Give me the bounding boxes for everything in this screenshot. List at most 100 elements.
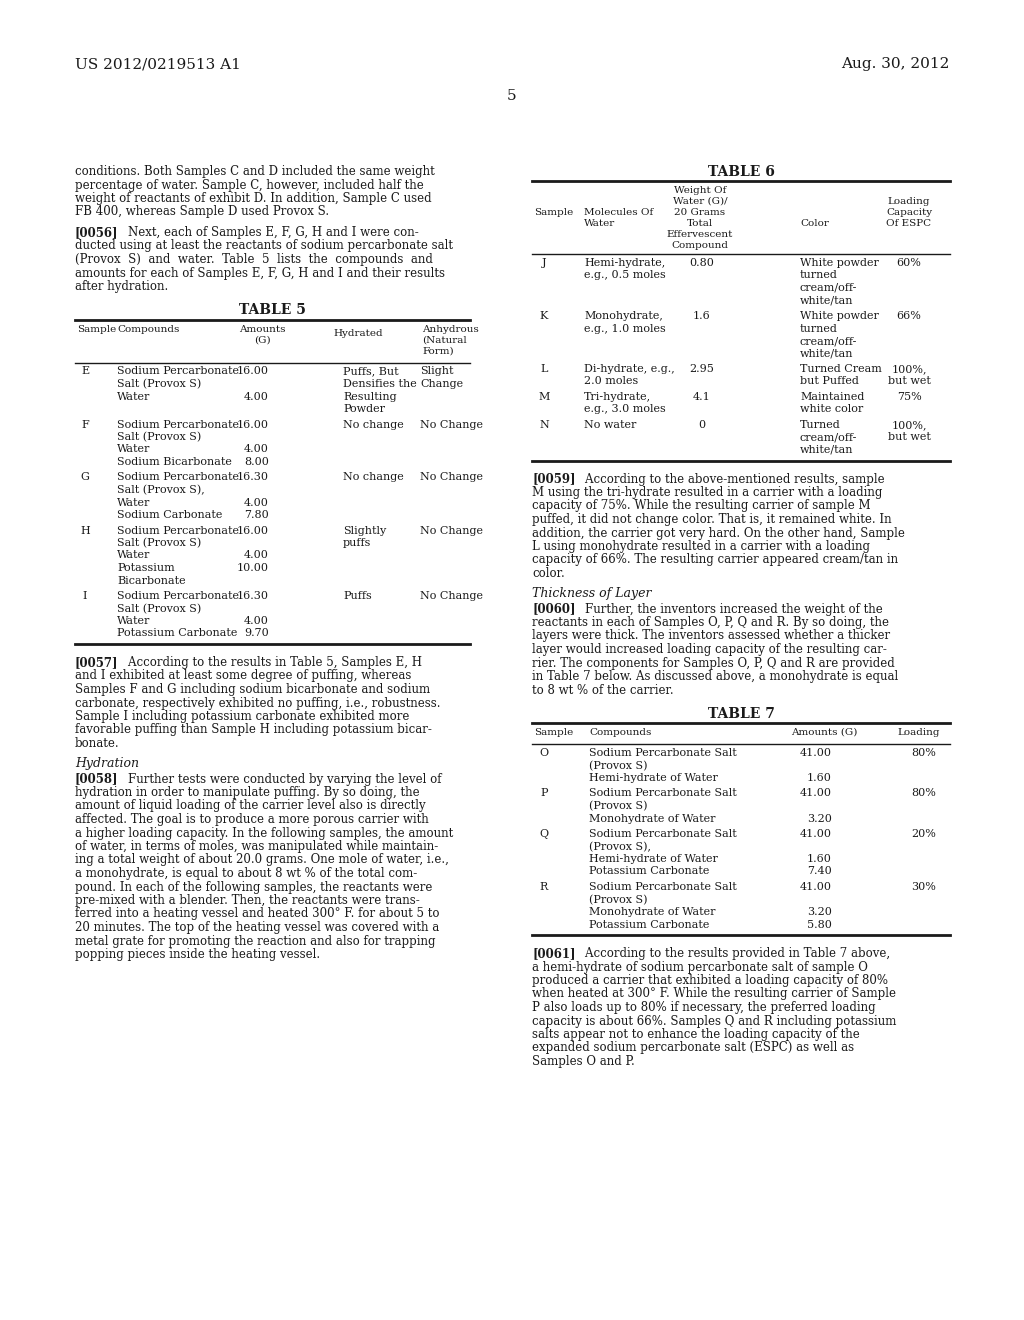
Text: amount of liquid loading of the carrier level also is directly: amount of liquid loading of the carrier … <box>75 800 426 813</box>
Text: Aug. 30, 2012: Aug. 30, 2012 <box>841 57 949 71</box>
Text: 20%: 20% <box>911 829 936 840</box>
Text: N: N <box>539 420 549 430</box>
Text: Hemi-hydrate of Water: Hemi-hydrate of Water <box>589 774 718 783</box>
Text: 30%: 30% <box>911 882 936 892</box>
Text: 60%: 60% <box>897 257 922 268</box>
Text: [0060]: [0060] <box>532 602 575 615</box>
Text: 80%: 80% <box>911 788 936 799</box>
Text: Slightly: Slightly <box>343 525 386 536</box>
Text: No Change: No Change <box>420 525 483 536</box>
Text: FB 400, whereas Sample D used Provox S.: FB 400, whereas Sample D used Provox S. <box>75 206 329 219</box>
Text: Further tests were conducted by varying the level of: Further tests were conducted by varying … <box>113 772 441 785</box>
Text: No change: No change <box>343 473 403 483</box>
Text: According to the results provided in Table 7 above,: According to the results provided in Tab… <box>570 946 890 960</box>
Text: 4.00: 4.00 <box>244 445 269 454</box>
Text: No change: No change <box>343 420 403 429</box>
Text: Monohydrate of Water: Monohydrate of Water <box>589 907 716 917</box>
Text: of water, in terms of moles, was manipulated while maintain-: of water, in terms of moles, was manipul… <box>75 840 438 853</box>
Text: 5.80: 5.80 <box>807 920 831 929</box>
Text: a higher loading capacity. In the following samples, the amount: a higher loading capacity. In the follow… <box>75 826 454 840</box>
Text: Monohydrate,: Monohydrate, <box>584 312 663 321</box>
Text: capacity is about 66%. Samples Q and R including potassium: capacity is about 66%. Samples Q and R i… <box>532 1015 896 1027</box>
Text: Of ESPC: Of ESPC <box>887 219 932 228</box>
Text: Water: Water <box>117 616 151 626</box>
Text: Water: Water <box>584 219 615 228</box>
Text: Salt (Provox S): Salt (Provox S) <box>117 603 202 614</box>
Text: Hemi-hydrate of Water: Hemi-hydrate of Water <box>589 854 718 865</box>
Text: (Provox S),: (Provox S), <box>589 842 651 851</box>
Text: P also loads up to 80% if necessary, the preferred loading: P also loads up to 80% if necessary, the… <box>532 1001 876 1014</box>
Text: 16.00: 16.00 <box>237 525 269 536</box>
Text: O: O <box>540 748 549 758</box>
Text: 7.80: 7.80 <box>245 510 269 520</box>
Text: 16.00: 16.00 <box>237 420 269 429</box>
Text: Powder: Powder <box>343 404 385 414</box>
Text: Slight: Slight <box>420 367 454 376</box>
Text: Turned: Turned <box>800 420 841 430</box>
Text: Next, each of Samples E, F, G, H and I were con-: Next, each of Samples E, F, G, H and I w… <box>113 226 419 239</box>
Text: Salt (Provox S),: Salt (Provox S), <box>117 484 205 495</box>
Text: Anhydrous: Anhydrous <box>422 325 479 334</box>
Text: Thickness of Layer: Thickness of Layer <box>532 586 651 599</box>
Text: 41.00: 41.00 <box>800 829 831 840</box>
Text: Molecules Of: Molecules Of <box>584 209 653 216</box>
Text: metal grate for promoting the reaction and also for trapping: metal grate for promoting the reaction a… <box>75 935 435 948</box>
Text: to 8 wt % of the carrier.: to 8 wt % of the carrier. <box>532 684 674 697</box>
Text: layers were thick. The inventors assessed whether a thicker: layers were thick. The inventors assesse… <box>532 630 890 643</box>
Text: I: I <box>83 591 87 601</box>
Text: puffed, it did not change color. That is, it remained white. In: puffed, it did not change color. That is… <box>532 513 892 525</box>
Text: Compound: Compound <box>672 242 728 249</box>
Text: 4.00: 4.00 <box>244 392 269 401</box>
Text: According to the above-mentioned results, sample: According to the above-mentioned results… <box>570 473 885 486</box>
Text: TABLE 6: TABLE 6 <box>708 165 774 180</box>
Text: J: J <box>542 257 547 268</box>
Text: rier. The components for Samples O, P, Q and R are provided: rier. The components for Samples O, P, Q… <box>532 656 895 669</box>
Text: carbonate, respectively exhibited no puffing, i.e., robustness.: carbonate, respectively exhibited no puf… <box>75 697 440 710</box>
Text: 66%: 66% <box>897 312 922 321</box>
Text: favorable puffing than Sample H including potassium bicar-: favorable puffing than Sample H includin… <box>75 723 432 737</box>
Text: (G): (G) <box>254 335 270 345</box>
Text: Sodium Percarbonate: Sodium Percarbonate <box>117 367 239 376</box>
Text: [0058]: [0058] <box>75 772 119 785</box>
Text: Sodium Percarbonate Salt: Sodium Percarbonate Salt <box>589 882 736 892</box>
Text: turned: turned <box>800 271 838 281</box>
Text: White powder: White powder <box>800 257 879 268</box>
Text: Sodium Percarbonate Salt: Sodium Percarbonate Salt <box>589 788 736 799</box>
Text: cream/off-: cream/off- <box>800 282 857 293</box>
Text: 4.00: 4.00 <box>244 550 269 561</box>
Text: US 2012/0219513 A1: US 2012/0219513 A1 <box>75 57 241 71</box>
Text: Bicarbonate: Bicarbonate <box>117 576 185 586</box>
Text: 4.00: 4.00 <box>244 498 269 507</box>
Text: Weight Of: Weight Of <box>674 186 726 195</box>
Text: 5: 5 <box>507 88 517 103</box>
Text: Densifies the: Densifies the <box>343 379 417 389</box>
Text: (Provox S): (Provox S) <box>589 895 647 904</box>
Text: 4.1: 4.1 <box>693 392 711 403</box>
Text: 20 minutes. The top of the heating vessel was covered with a: 20 minutes. The top of the heating vesse… <box>75 921 439 935</box>
Text: affected. The goal is to produce a more porous carrier with: affected. The goal is to produce a more … <box>75 813 429 826</box>
Text: Sample: Sample <box>534 729 573 737</box>
Text: Sodium Percarbonate Salt: Sodium Percarbonate Salt <box>589 748 736 758</box>
Text: K: K <box>540 312 548 321</box>
Text: (Provox S): (Provox S) <box>589 801 647 812</box>
Text: weight of reactants of exhibit D. In addition, Sample C used: weight of reactants of exhibit D. In add… <box>75 191 432 205</box>
Text: Sodium Bicarbonate: Sodium Bicarbonate <box>117 457 231 467</box>
Text: Potassium: Potassium <box>117 564 175 573</box>
Text: ing a total weight of about 20.0 grams. One mole of water, i.e.,: ing a total weight of about 20.0 grams. … <box>75 854 449 866</box>
Text: Water: Water <box>117 550 151 561</box>
Text: 0.80: 0.80 <box>689 257 715 268</box>
Text: 16.30: 16.30 <box>237 473 269 483</box>
Text: Turned Cream: Turned Cream <box>800 364 882 374</box>
Text: e.g., 0.5 moles: e.g., 0.5 moles <box>584 271 666 281</box>
Text: Further, the inventors increased the weight of the: Further, the inventors increased the wei… <box>570 602 883 615</box>
Text: 100%,: 100%, <box>891 364 927 374</box>
Text: produced a carrier that exhibited a loading capacity of 80%: produced a carrier that exhibited a load… <box>532 974 888 987</box>
Text: 1.60: 1.60 <box>807 774 831 783</box>
Text: percentage of water. Sample C, however, included half the: percentage of water. Sample C, however, … <box>75 178 424 191</box>
Text: H: H <box>80 525 90 536</box>
Text: color.: color. <box>532 568 565 579</box>
Text: Sodium Carbonate: Sodium Carbonate <box>117 510 222 520</box>
Text: a hemi-hydrate of sodium percarbonate salt of sample O: a hemi-hydrate of sodium percarbonate sa… <box>532 961 868 974</box>
Text: 20 Grams: 20 Grams <box>675 209 726 216</box>
Text: 7.40: 7.40 <box>807 866 831 876</box>
